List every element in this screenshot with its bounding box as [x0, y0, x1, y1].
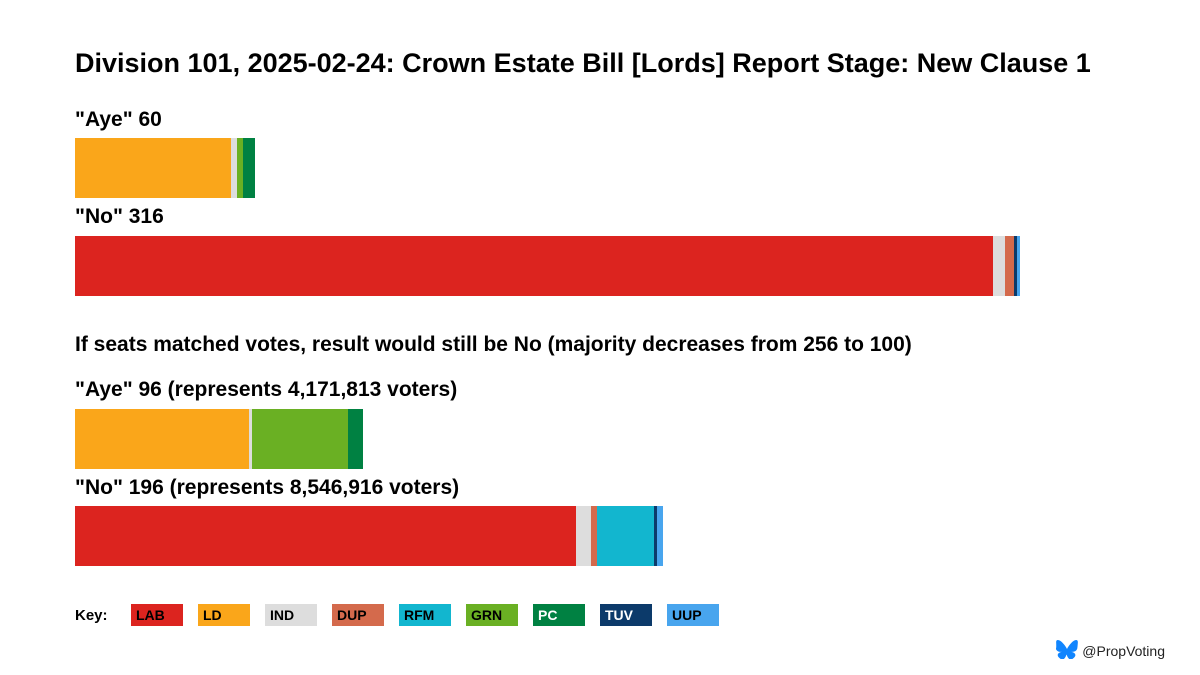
legend-item-uup: UUP	[667, 604, 719, 626]
proportional-aye-segment-grn	[252, 409, 348, 469]
legend-item-tuv: TUV	[600, 604, 652, 626]
proportional-no-bar	[75, 506, 663, 566]
legend-item-pc: PC	[533, 604, 585, 626]
proportional-no-segment-ind	[576, 506, 591, 566]
proportional-no-label: "No" 196 (represents 8,546,916 voters)	[75, 476, 460, 499]
actual-no-bar	[75, 236, 1020, 296]
legend-item-ld: LD	[198, 604, 250, 626]
actual-no-segment-lab	[75, 236, 993, 296]
credit: @PropVoting	[1056, 640, 1165, 662]
proportional-aye-label: "Aye" 96 (represents 4,171,813 voters)	[75, 378, 458, 401]
proportional-no-segment-lab	[75, 506, 576, 566]
legend-item-ind: IND	[265, 604, 317, 626]
actual-no-segment-ind	[993, 236, 1005, 296]
proportional-aye-segment-pc	[348, 409, 363, 469]
proportional-aye-bar	[75, 409, 363, 469]
butterfly-icon	[1056, 640, 1079, 662]
credit-handle: @PropVoting	[1082, 643, 1165, 659]
proportional-aye-segment-ld	[75, 409, 249, 469]
legend-item-lab: LAB	[131, 604, 183, 626]
actual-aye-segment-grn	[237, 138, 243, 198]
proportional-no-segment-rfm	[597, 506, 654, 566]
legend-item-grn: GRN	[466, 604, 518, 626]
legend-items: LAB LD IND DUP RFM GRN PC TUV UUP	[131, 604, 734, 626]
proportional-no-segment-uup	[657, 506, 663, 566]
legend-item-dup: DUP	[332, 604, 384, 626]
actual-aye-segment-pc	[243, 138, 255, 198]
chart-title: Division 101, 2025-02-24: Crown Estate B…	[75, 48, 1091, 78]
legend: Key: LAB LD IND DUP RFM GRN PC TUV UUP	[75, 604, 734, 626]
legend-title: Key:	[75, 606, 108, 624]
proportional-no-segment-dup	[591, 506, 597, 566]
actual-no-label: "No" 316	[75, 205, 164, 228]
comparison-subtitle: If seats matched votes, result would sti…	[75, 333, 912, 356]
proportional-aye-segment-ind	[249, 409, 252, 469]
actual-no-segment-dup	[1005, 236, 1014, 296]
actual-aye-segment-ld	[75, 138, 231, 198]
actual-no-segment-tuv	[1014, 236, 1017, 296]
actual-aye-label: "Aye" 60	[75, 108, 162, 131]
actual-aye-bar	[75, 138, 255, 198]
legend-item-rfm: RFM	[399, 604, 451, 626]
proportional-no-segment-tuv	[654, 506, 657, 566]
actual-no-segment-uup	[1017, 236, 1020, 296]
actual-aye-segment-ind	[231, 138, 237, 198]
